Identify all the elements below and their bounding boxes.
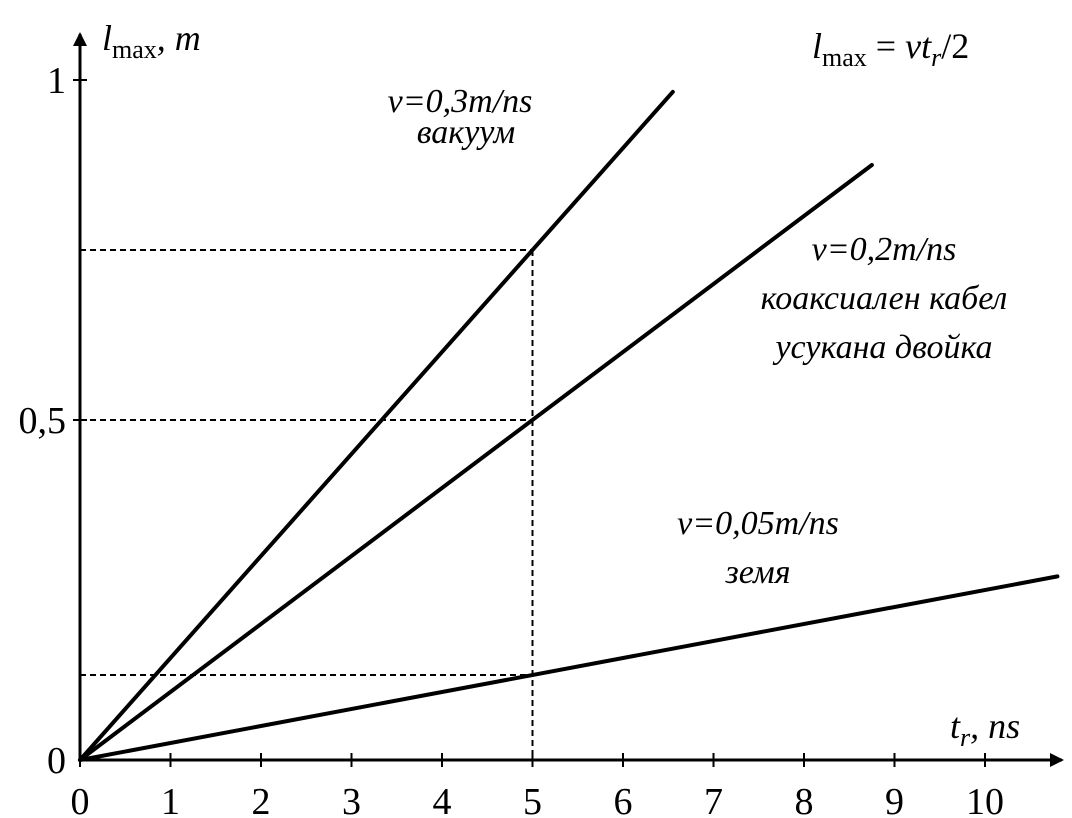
x-tick-label-10: 10 bbox=[966, 781, 1004, 818]
series-1-label-line-1: v=0,3m/ns bbox=[388, 83, 533, 120]
y-axis-label: lmax, m bbox=[102, 18, 201, 64]
x-tick-label-9: 9 bbox=[885, 781, 904, 818]
series-3-annotation: v=0,05m/ns земя bbox=[677, 505, 839, 591]
y-tick-label-3: 1 bbox=[47, 60, 66, 102]
x-tick-label-4: 4 bbox=[433, 781, 452, 818]
series-line-1 bbox=[78, 89, 675, 762]
x-tick-label-1: 1 bbox=[161, 781, 180, 818]
x-tick-label-3: 3 bbox=[342, 781, 361, 818]
x-tick-label-5: 5 bbox=[523, 781, 542, 818]
x-axis-label: tr, ns bbox=[950, 706, 1020, 752]
series-2-label-line-2: коаксиален кабел bbox=[761, 280, 1008, 317]
series-3-label-line-1: v=0,05m/ns bbox=[677, 505, 839, 542]
series-line-3 bbox=[78, 574, 1060, 762]
x-tick-label-2: 2 bbox=[252, 781, 271, 818]
x-tick-label-6: 6 bbox=[614, 781, 633, 818]
series-3-label-line-2: земя bbox=[724, 554, 790, 591]
series-2-annotation: v=0,2m/ns коаксиален кабел усукана двойк… bbox=[761, 231, 1008, 366]
formula-annotation: lmax = vtr/2 bbox=[812, 26, 969, 72]
x-tick-label-7: 7 bbox=[704, 781, 723, 818]
series-2-label-line-3: усукана двойка bbox=[772, 329, 992, 366]
data-series bbox=[78, 89, 1060, 762]
y-tick-label-2: 0,5 bbox=[19, 400, 67, 442]
x-tick-label-0: 0 bbox=[71, 781, 90, 818]
axis-ticks: 0 1 2 3 4 5 6 7 8 9 10 0 0,5 1 bbox=[19, 60, 1005, 818]
x-tick-label-8: 8 bbox=[795, 781, 814, 818]
series-2-label-line-1: v=0,2m/ns bbox=[812, 231, 957, 268]
series-1-label-line-2: вакуум bbox=[417, 114, 515, 151]
y-tick-label-1: 0 bbox=[47, 740, 66, 782]
series-1-annotation: v=0,3m/ns вакуум bbox=[388, 83, 533, 151]
series-line-2 bbox=[78, 163, 874, 762]
